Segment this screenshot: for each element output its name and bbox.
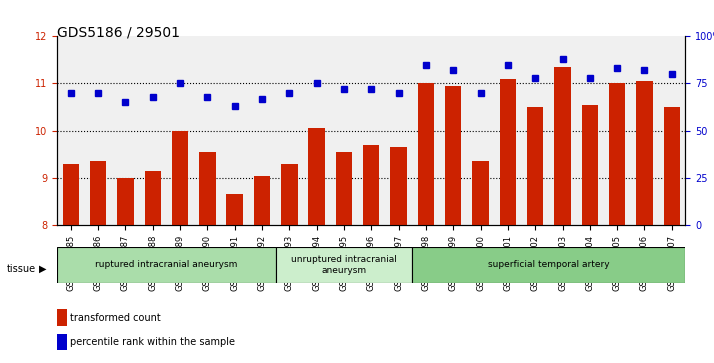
Text: GDS5186 / 29501: GDS5186 / 29501 <box>57 25 180 40</box>
Bar <box>500 79 516 225</box>
Bar <box>636 81 653 225</box>
Bar <box>363 145 379 225</box>
Text: percentile rank within the sample: percentile rank within the sample <box>70 337 235 347</box>
Bar <box>445 86 461 225</box>
Bar <box>57 309 66 326</box>
Bar <box>391 147 407 225</box>
Text: transformed count: transformed count <box>70 313 161 323</box>
Bar <box>663 107 680 225</box>
Bar <box>527 107 543 225</box>
Bar <box>609 83 625 225</box>
Bar <box>582 105 598 225</box>
Bar <box>90 161 106 225</box>
FancyBboxPatch shape <box>276 247 412 283</box>
Bar <box>253 175 270 225</box>
Bar <box>199 152 216 225</box>
Bar <box>172 131 188 225</box>
Bar <box>57 334 66 350</box>
Bar <box>144 171 161 225</box>
Bar <box>117 178 134 225</box>
Text: superficial temporal artery: superficial temporal artery <box>488 261 610 269</box>
FancyBboxPatch shape <box>412 247 685 283</box>
Bar <box>281 164 298 225</box>
Bar <box>63 164 79 225</box>
FancyBboxPatch shape <box>57 247 276 283</box>
Bar <box>308 128 325 225</box>
Bar <box>226 194 243 225</box>
Text: unruptured intracranial
aneurysm: unruptured intracranial aneurysm <box>291 255 397 275</box>
Bar <box>554 67 570 225</box>
Bar <box>418 83 434 225</box>
Text: ▶: ▶ <box>39 264 47 274</box>
Text: tissue: tissue <box>7 264 36 274</box>
Text: ruptured intracranial aneurysm: ruptured intracranial aneurysm <box>95 261 238 269</box>
Bar <box>336 152 352 225</box>
Bar <box>473 161 489 225</box>
